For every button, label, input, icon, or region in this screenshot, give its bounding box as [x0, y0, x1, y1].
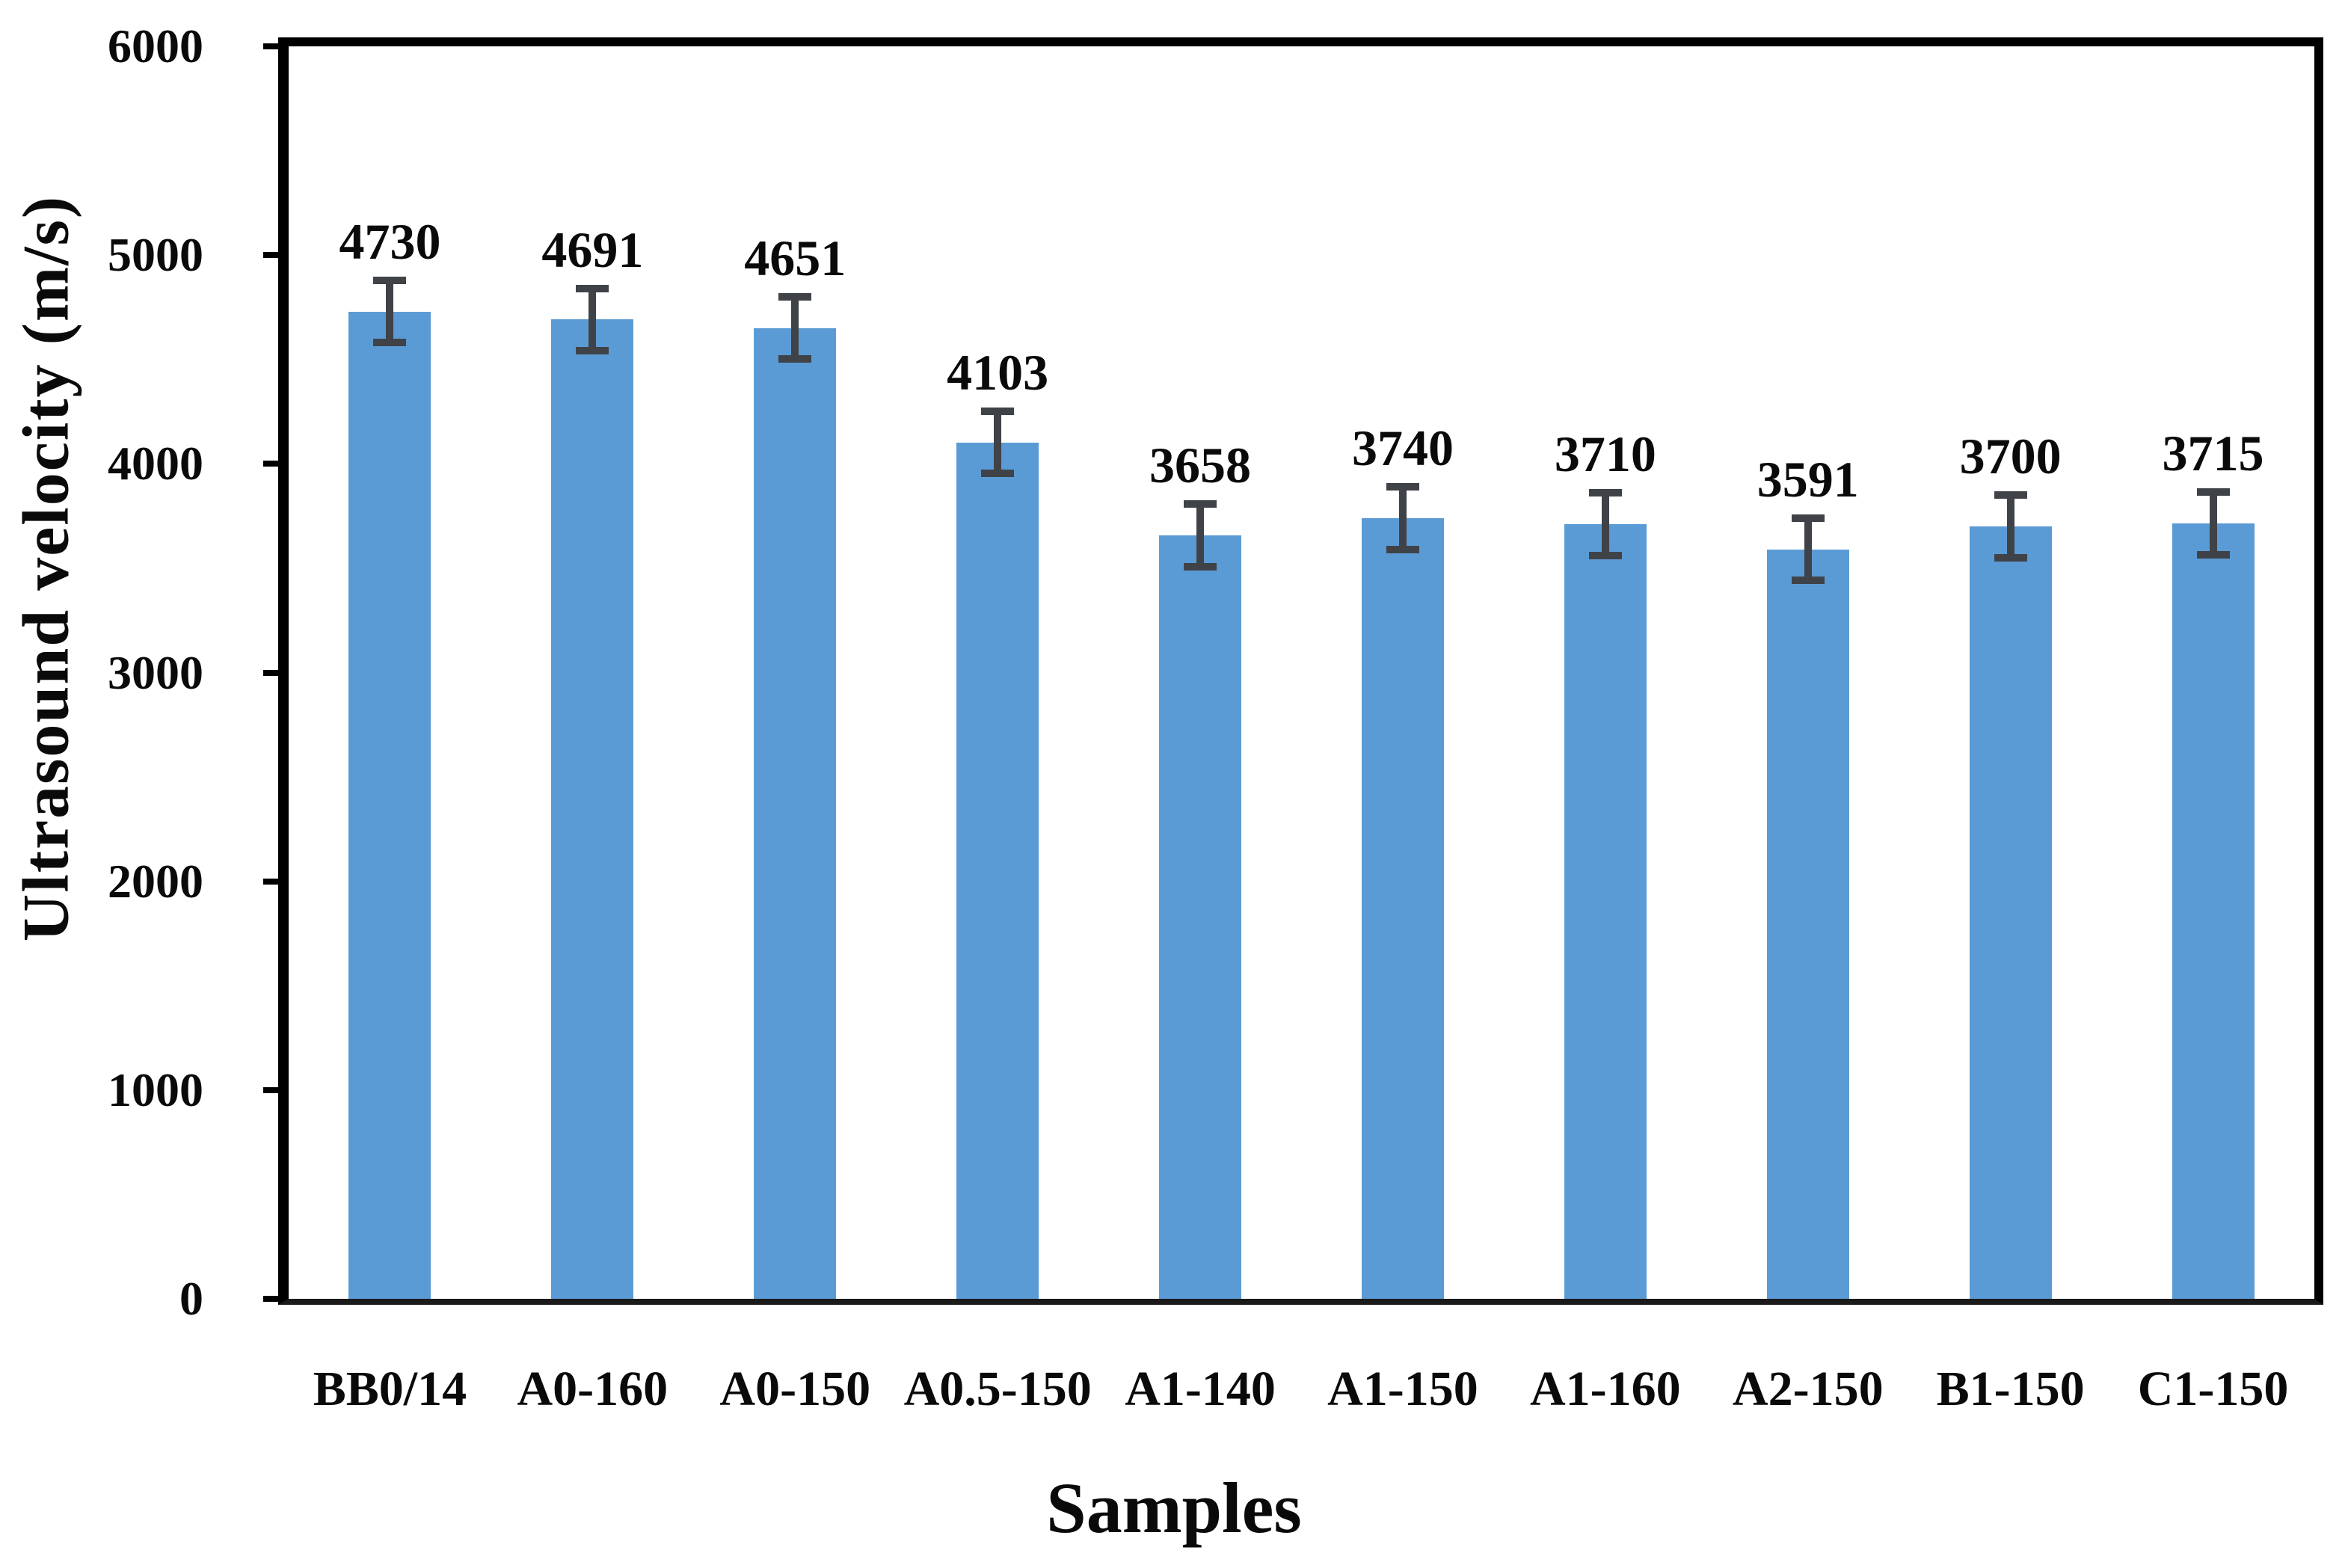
error-bar-cap-bottom: [1184, 562, 1217, 571]
error-bar-cap-bottom: [1994, 553, 2027, 562]
bar: [2172, 523, 2255, 1299]
y-tick-mark: [263, 43, 278, 49]
category-label: A2-150: [1732, 1362, 1884, 1416]
error-bar-cap-bottom: [1588, 552, 1622, 560]
bar: [348, 311, 431, 1299]
category-label: A0.5-150: [903, 1362, 1092, 1416]
y-tick-label: 3000: [108, 645, 203, 699]
error-bar-cap-bottom: [778, 355, 812, 363]
bar: [1361, 517, 1444, 1299]
error-bar-cap-bottom: [1386, 545, 1419, 553]
error-bar-line: [791, 296, 799, 360]
bar-value-label: 4691: [541, 221, 644, 278]
y-axis-title: Ultrasound velocity (m/s): [10, 194, 83, 942]
error-bar-line: [1601, 493, 1609, 556]
error-bar-line: [1398, 487, 1407, 550]
y-tick-mark: [263, 1086, 278, 1093]
plot-area: 4730 4691 4651 4103 3658 3740 3710 3591 3700 3715: [278, 37, 2323, 1305]
bar: [551, 319, 634, 1299]
y-tick-mark: [263, 461, 278, 467]
error-bar-line: [2006, 495, 2014, 558]
y-tick-mark: [263, 252, 278, 259]
bar: [1159, 535, 1242, 1299]
error-bar-line: [994, 411, 1002, 474]
category-label: A1-140: [1125, 1362, 1276, 1416]
y-tick-mark: [263, 1296, 278, 1302]
error-bar-cap-bottom: [2196, 550, 2230, 559]
y-tick-mark: [263, 878, 278, 885]
bar: [1564, 524, 1647, 1299]
error-bar-cap-top: [1994, 491, 2027, 499]
error-bar-line: [588, 288, 597, 351]
error-bar-cap-bottom: [373, 339, 407, 347]
category-label: A0-160: [517, 1362, 669, 1416]
bar-value-label: 3700: [1959, 428, 2062, 485]
error-bar-cap-top: [576, 284, 609, 292]
bar-value-label: 4730: [339, 212, 441, 270]
error-bar-cap-top: [1791, 514, 1825, 522]
error-bar-cap-bottom: [1791, 577, 1825, 585]
bar: [1969, 526, 2052, 1299]
y-tick-label: 1000: [108, 1063, 203, 1116]
category-label: A1-150: [1327, 1362, 1478, 1416]
y-tick-label: 6000: [108, 19, 203, 73]
bar-value-label: 3740: [1351, 419, 1454, 477]
category-label: C1-150: [2137, 1362, 2289, 1416]
y-tick-label: 0: [179, 1272, 203, 1325]
error-bar-line: [386, 280, 394, 343]
bar-value-label: 3591: [1757, 450, 1859, 508]
error-bar-cap-bottom: [576, 347, 609, 355]
bar-value-label: 3710: [1554, 425, 1656, 483]
bar: [956, 442, 1039, 1299]
error-bar-cap-bottom: [981, 470, 1015, 478]
error-bar-cap-top: [2196, 488, 2230, 496]
y-tick-mark: [263, 669, 278, 676]
error-bar-line: [2209, 492, 2217, 555]
y-tick-label: 4000: [108, 437, 203, 491]
bar-value-label: 3715: [2162, 425, 2264, 482]
category-label: B1-150: [1936, 1362, 2085, 1416]
error-bar-cap-top: [1386, 483, 1419, 491]
y-tick-label: 2000: [108, 854, 203, 908]
bar: [1766, 549, 1849, 1299]
bar: [754, 328, 837, 1299]
bar-value-label: 4103: [947, 343, 1049, 401]
error-bar-cap-top: [1184, 499, 1217, 508]
error-bar-cap-top: [981, 407, 1015, 415]
category-label: A0-150: [719, 1362, 871, 1416]
error-bar-line: [1804, 517, 1812, 581]
error-bar-cap-top: [778, 292, 812, 301]
category-label: BB0/14: [313, 1362, 467, 1416]
y-tick-label: 5000: [108, 228, 203, 282]
bar-value-label: 4651: [744, 229, 846, 286]
x-axis-title: Samples: [1046, 1468, 1302, 1548]
category-label: A1-160: [1530, 1362, 1681, 1416]
error-bar-cap-top: [1588, 489, 1622, 497]
error-bar-line: [1196, 503, 1205, 567]
bar-value-label: 3658: [1149, 436, 1252, 494]
error-bar-cap-top: [373, 276, 407, 284]
